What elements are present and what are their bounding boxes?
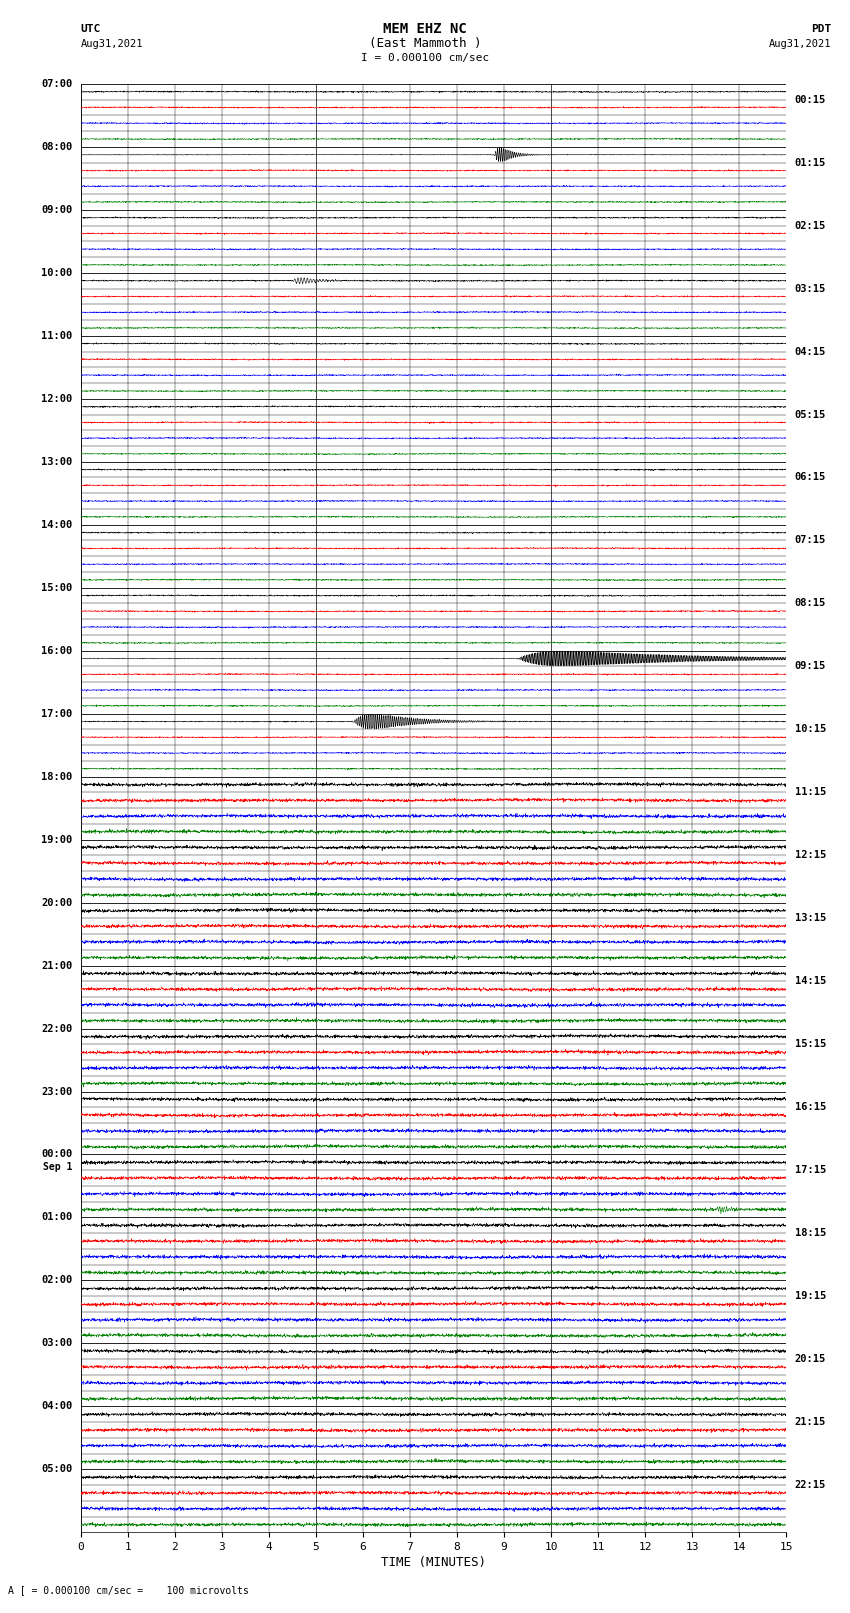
Text: 03:15: 03:15 (795, 284, 826, 294)
Text: Sep 1: Sep 1 (42, 1163, 72, 1173)
Text: 13:00: 13:00 (41, 456, 72, 466)
Text: 01:00: 01:00 (41, 1213, 72, 1223)
Text: 19:00: 19:00 (41, 834, 72, 845)
Text: 17:15: 17:15 (795, 1165, 826, 1176)
Text: Aug31,2021: Aug31,2021 (768, 39, 830, 48)
Text: 21:15: 21:15 (795, 1418, 826, 1428)
Text: 11:15: 11:15 (795, 787, 826, 797)
Text: 22:00: 22:00 (41, 1024, 72, 1034)
Text: I = 0.000100 cm/sec: I = 0.000100 cm/sec (361, 53, 489, 63)
Text: 23:00: 23:00 (41, 1087, 72, 1097)
Text: 15:00: 15:00 (41, 582, 72, 592)
Text: 10:15: 10:15 (795, 724, 826, 734)
Text: 09:15: 09:15 (795, 661, 826, 671)
Text: 05:00: 05:00 (41, 1465, 72, 1474)
Text: 00:00: 00:00 (41, 1150, 72, 1160)
Text: Aug31,2021: Aug31,2021 (81, 39, 144, 48)
Text: 00:15: 00:15 (795, 95, 826, 105)
Text: UTC: UTC (81, 24, 101, 34)
Text: A [ = 0.000100 cm/sec =    100 microvolts: A [ = 0.000100 cm/sec = 100 microvolts (8, 1586, 249, 1595)
Text: 18:00: 18:00 (41, 771, 72, 782)
Text: 12:00: 12:00 (41, 394, 72, 403)
Text: 17:00: 17:00 (41, 708, 72, 719)
Text: 10:00: 10:00 (41, 268, 72, 277)
Text: PDT: PDT (811, 24, 830, 34)
Text: 04:15: 04:15 (795, 347, 826, 356)
X-axis label: TIME (MINUTES): TIME (MINUTES) (381, 1557, 486, 1569)
Text: MEM EHZ NC: MEM EHZ NC (383, 23, 467, 35)
Text: 16:15: 16:15 (795, 1102, 826, 1113)
Text: 07:15: 07:15 (795, 536, 826, 545)
Text: 02:00: 02:00 (41, 1276, 72, 1286)
Text: 11:00: 11:00 (41, 331, 72, 340)
Text: 18:15: 18:15 (795, 1227, 826, 1239)
Text: 14:00: 14:00 (41, 519, 72, 529)
Text: 05:15: 05:15 (795, 410, 826, 419)
Text: 01:15: 01:15 (795, 158, 826, 168)
Text: 19:15: 19:15 (795, 1290, 826, 1302)
Text: 09:00: 09:00 (41, 205, 72, 215)
Text: 15:15: 15:15 (795, 1039, 826, 1050)
Text: 20:15: 20:15 (795, 1355, 826, 1365)
Text: 22:15: 22:15 (795, 1481, 826, 1490)
Text: 16:00: 16:00 (41, 645, 72, 655)
Text: 03:00: 03:00 (41, 1339, 72, 1348)
Text: 12:15: 12:15 (795, 850, 826, 860)
Text: 21:00: 21:00 (41, 961, 72, 971)
Text: 20:00: 20:00 (41, 897, 72, 908)
Text: 07:00: 07:00 (41, 79, 72, 89)
Text: 08:15: 08:15 (795, 598, 826, 608)
Text: 13:15: 13:15 (795, 913, 826, 923)
Text: (East Mammoth ): (East Mammoth ) (369, 37, 481, 50)
Text: 04:00: 04:00 (41, 1402, 72, 1411)
Text: 14:15: 14:15 (795, 976, 826, 986)
Text: 08:00: 08:00 (41, 142, 72, 152)
Text: 02:15: 02:15 (795, 221, 826, 231)
Text: 06:15: 06:15 (795, 473, 826, 482)
